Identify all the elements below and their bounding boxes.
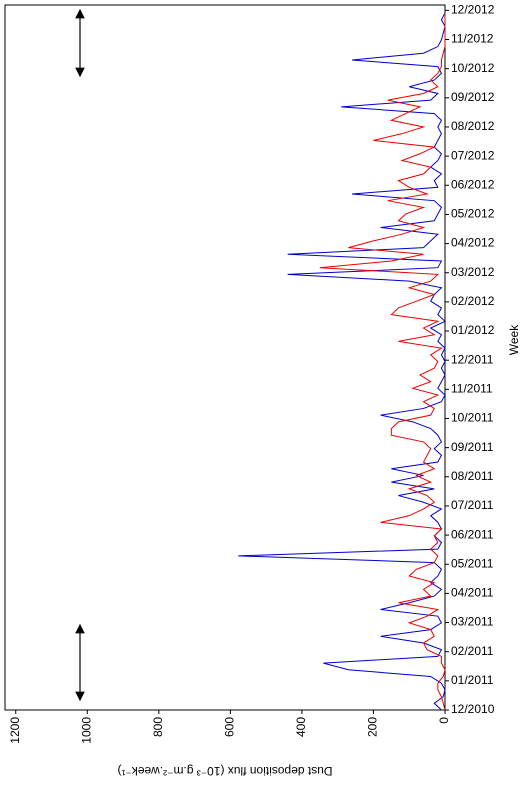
x-tick-label: 06/2011 bbox=[451, 527, 494, 541]
x-tick-label: 02/2012 bbox=[451, 294, 495, 308]
x-tick-label: 04/2012 bbox=[451, 236, 495, 250]
x-tick-label: 02/2011 bbox=[451, 644, 494, 658]
x-tick-label: 03/2011 bbox=[451, 615, 494, 629]
y-tick-label: 400 bbox=[294, 717, 308, 737]
rotated-chart: Week Dust deposition flux (10⁻³ g.m⁻².we… bbox=[4, 3, 521, 778]
y-tick-label: 800 bbox=[151, 717, 165, 737]
x-tick-label: 12/2012 bbox=[451, 3, 495, 17]
y-tick-label: 0 bbox=[437, 717, 451, 724]
x-tick-label: 11/2011 bbox=[451, 382, 493, 396]
x-tick-label: 09/2011 bbox=[451, 440, 494, 454]
x-tick-label: 05/2011 bbox=[451, 556, 494, 570]
series-line bbox=[238, 12, 446, 711]
x-tick-label: 11/2012 bbox=[451, 32, 494, 46]
x-tick-label: 07/2012 bbox=[451, 148, 495, 162]
x-tick-label: 09/2012 bbox=[451, 90, 495, 104]
x-axis-title: Week bbox=[507, 324, 521, 355]
x-tick-label: 01/2012 bbox=[451, 323, 495, 337]
x-tick-label: 06/2012 bbox=[451, 177, 495, 191]
x-tick-label: 08/2011 bbox=[451, 469, 494, 483]
series-line bbox=[319, 13, 446, 711]
x-tick-label: 04/2011 bbox=[451, 586, 494, 600]
plot-frame bbox=[4, 4, 446, 711]
x-tick-label: 08/2012 bbox=[451, 119, 495, 133]
y-tick-label: 1000 bbox=[79, 717, 93, 744]
x-tick-label: 07/2011 bbox=[451, 498, 494, 512]
x-tick-label: 01/2011 bbox=[451, 673, 494, 687]
x-tick-label: 12/2011 bbox=[451, 352, 494, 366]
x-tick-label: 03/2012 bbox=[451, 265, 495, 279]
y-tick-label: 1200 bbox=[8, 717, 22, 744]
x-tick-label: 10/2011 bbox=[451, 411, 494, 425]
y-axis-title: Dust deposition flux (10⁻³ g.m⁻².week⁻¹) bbox=[117, 764, 332, 778]
x-tick-label: 10/2012 bbox=[451, 61, 495, 75]
x-tick-label: 05/2012 bbox=[451, 207, 495, 221]
y-tick-label: 200 bbox=[366, 717, 380, 737]
x-tick-label: 12/2010 bbox=[451, 702, 495, 716]
y-tick-label: 600 bbox=[223, 717, 237, 737]
